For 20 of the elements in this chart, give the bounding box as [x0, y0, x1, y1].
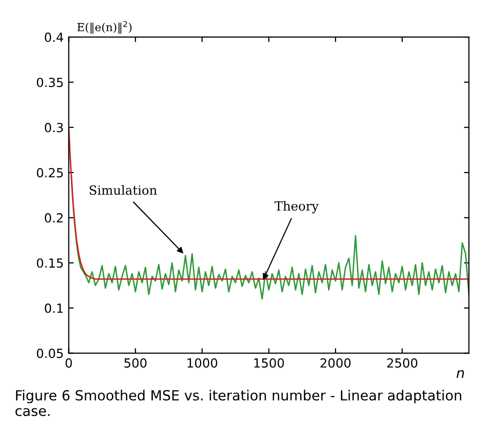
y-tick-label: 0.35 [36, 78, 63, 88]
x-tick-label: 1500 [254, 358, 284, 368]
y-axis-title: E(‖e(n)‖$^{2}$) [77, 21, 132, 34]
annotation: Theory [274, 200, 319, 214]
y-tick-label: 0.25 [36, 168, 63, 178]
x-tick-label: 500 [124, 358, 147, 368]
x-axis-title: n [456, 370, 464, 378]
y-tick-label: 0.05 [36, 348, 63, 358]
x-tick-label: 2000 [320, 358, 351, 368]
line-series [70, 176, 469, 300]
y-tick-label: 0.15 [36, 258, 63, 268]
y-tick-label: 0.2 [44, 213, 63, 223]
y-tick-label: 0.3 [44, 122, 63, 132]
y-tick-label: 0.1 [44, 303, 63, 313]
y-tick-label: 0.4 [44, 32, 64, 42]
x-tick-label: 2500 [387, 358, 418, 368]
x-tick-label: 1000 [188, 358, 218, 368]
annotation: Simulation [90, 185, 157, 195]
caption: Figure 6 Smoothed MSE vs. iteration number - Linear adaptation case. [15, 390, 462, 416]
x-tick-label: 0 [66, 358, 72, 368]
